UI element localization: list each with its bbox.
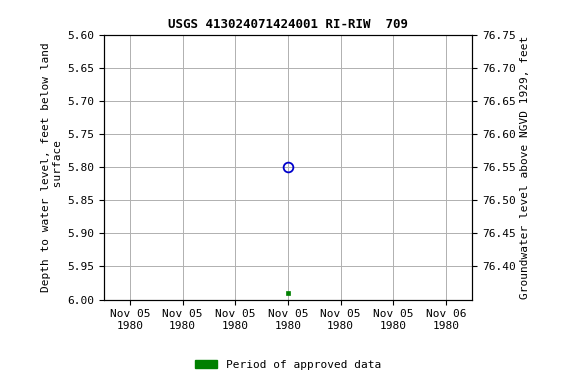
Y-axis label: Depth to water level, feet below land
 surface: Depth to water level, feet below land su… bbox=[41, 42, 63, 292]
Y-axis label: Groundwater level above NGVD 1929, feet: Groundwater level above NGVD 1929, feet bbox=[520, 35, 530, 299]
Title: USGS 413024071424001 RI-RIW  709: USGS 413024071424001 RI-RIW 709 bbox=[168, 18, 408, 31]
Legend: Period of approved data: Period of approved data bbox=[191, 356, 385, 375]
